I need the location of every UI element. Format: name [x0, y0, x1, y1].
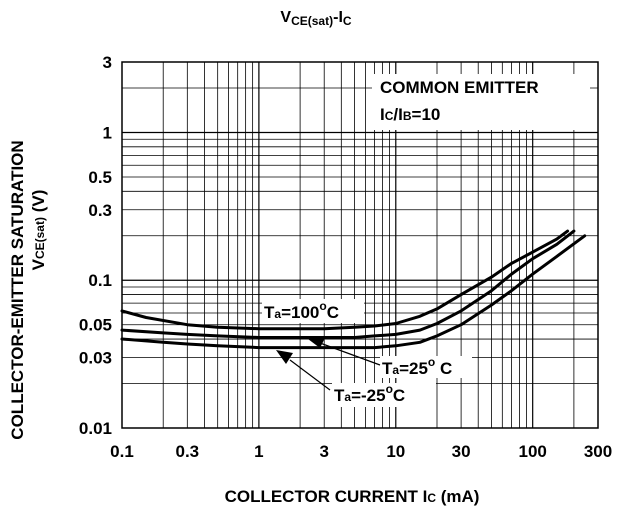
series-label-100c: Ta=100oC — [264, 299, 339, 322]
annotation-ib-sub: B — [403, 109, 412, 123]
label-bg-m25c — [332, 383, 436, 407]
y-tick-label: 0.3 — [88, 201, 112, 220]
y-axis-title-line1: COLLECTOR-EMITTER SATURATION — [8, 140, 27, 439]
x-tick-label: 0.3 — [175, 442, 199, 461]
leader-arrow-25c — [308, 338, 381, 366]
series-line-2 — [120, 234, 587, 350]
x-tick-label: 3 — [319, 442, 328, 461]
x-tick-label: 30 — [452, 442, 471, 461]
y-tick-label: 0.01 — [79, 419, 112, 438]
annotation-line2: IC/IB=10 — [380, 105, 440, 124]
chart-title-main: V — [280, 9, 291, 26]
y-tick-label: 0.5 — [88, 168, 112, 187]
chart-title: VCE(sat)-IC — [280, 9, 351, 28]
y-axis-title-line2: VCE(sat) (V) — [29, 190, 48, 271]
plot-frame — [121, 61, 599, 429]
x-axis-title: COLLECTOR CURRENT IC (mA) — [225, 487, 480, 506]
label-bg-25c — [380, 356, 472, 378]
x-tick-label: 10 — [386, 442, 405, 461]
x-tick-labels: 0.1 0.3 1 3 10 30 100 300 — [110, 442, 612, 461]
y-tick-label: 3 — [103, 53, 112, 72]
chart-title-tail-sub: C — [343, 14, 352, 28]
y-tick-labels: 3 1 0.5 0.3 0.1 0.05 0.03 0.01 — [79, 53, 112, 438]
series-line-1 — [120, 229, 576, 339]
annotation-line1: COMMON EMITTER — [380, 78, 539, 97]
y-tick-label: 0.03 — [79, 349, 112, 368]
annotation-ic-sub: C — [385, 109, 394, 123]
series-lines — [120, 229, 587, 350]
x-tick-label: 100 — [518, 442, 546, 461]
annotation-ratio: =10 — [412, 105, 441, 124]
series-label-minus25c: Ta=-25oC — [334, 382, 405, 405]
y-tick-label: 0.05 — [79, 316, 112, 335]
annotation-ib: /I — [393, 105, 402, 124]
y-tick-label: 0.1 — [88, 271, 112, 290]
leader-arrow-minus25c — [276, 350, 331, 391]
chart-title-sub: CE(sat) — [291, 14, 333, 28]
x-tick-label: 300 — [584, 442, 612, 461]
chart-title-tail: -I — [333, 9, 343, 26]
x-tick-label: 1 — [254, 442, 263, 461]
annotation-ic: I — [380, 105, 385, 124]
y-tick-label: 1 — [103, 123, 112, 142]
x-tick-label: 0.1 — [110, 442, 134, 461]
series-label-25c: Ta=25o C — [382, 355, 452, 378]
series-line-0 — [120, 229, 570, 331]
label-bg-100c — [262, 299, 364, 323]
annotation-box-bg — [372, 74, 590, 130]
